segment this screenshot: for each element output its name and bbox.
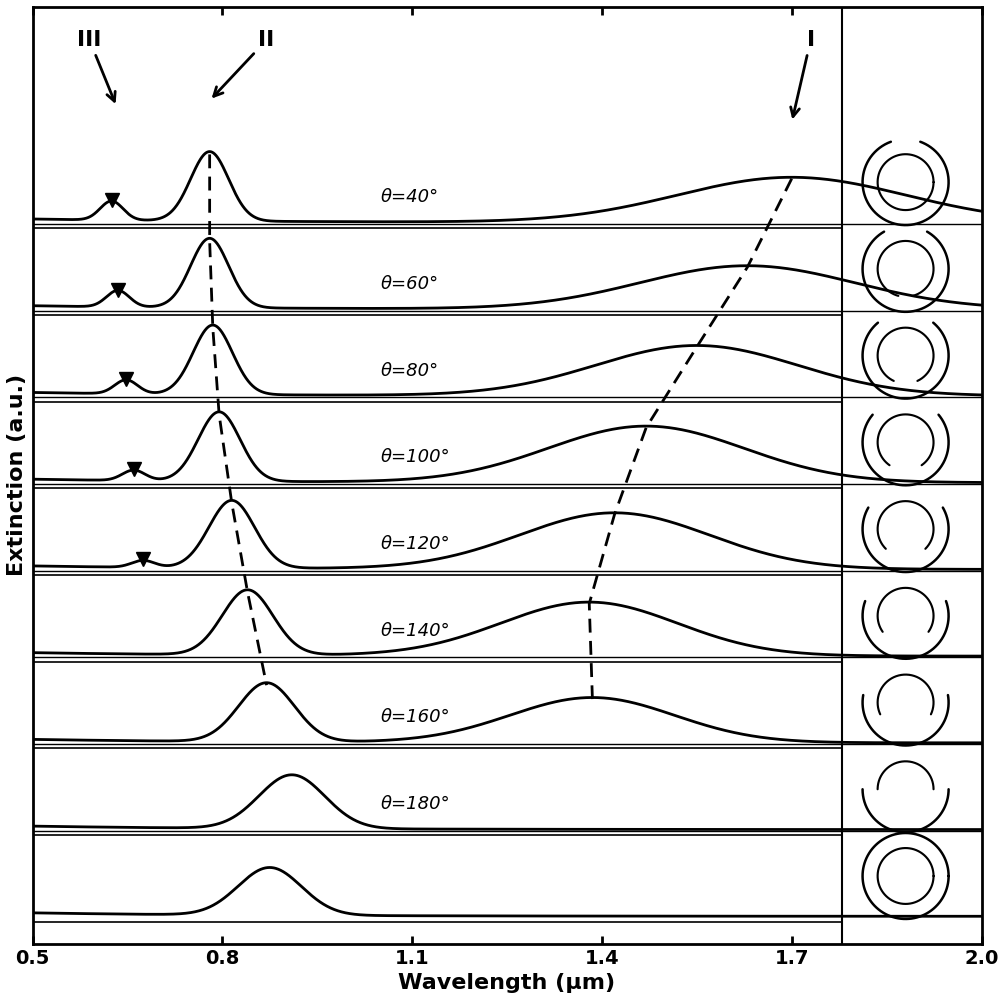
Text: θ=120°: θ=120° xyxy=(380,535,450,553)
Text: II: II xyxy=(213,30,274,96)
Text: θ=80°: θ=80° xyxy=(380,362,438,380)
Text: θ=40°: θ=40° xyxy=(380,188,438,206)
X-axis label: Wavelength (μm): Wavelength (μm) xyxy=(398,973,615,993)
Text: θ=140°: θ=140° xyxy=(380,622,450,640)
Text: III: III xyxy=(77,30,116,101)
Text: I: I xyxy=(790,30,814,117)
Y-axis label: Extinction (a.u.): Extinction (a.u.) xyxy=(7,374,27,576)
Text: θ=60°: θ=60° xyxy=(380,275,438,293)
Text: θ=160°: θ=160° xyxy=(380,708,450,726)
Text: θ=180°: θ=180° xyxy=(380,795,450,813)
Text: θ=100°: θ=100° xyxy=(380,448,450,466)
